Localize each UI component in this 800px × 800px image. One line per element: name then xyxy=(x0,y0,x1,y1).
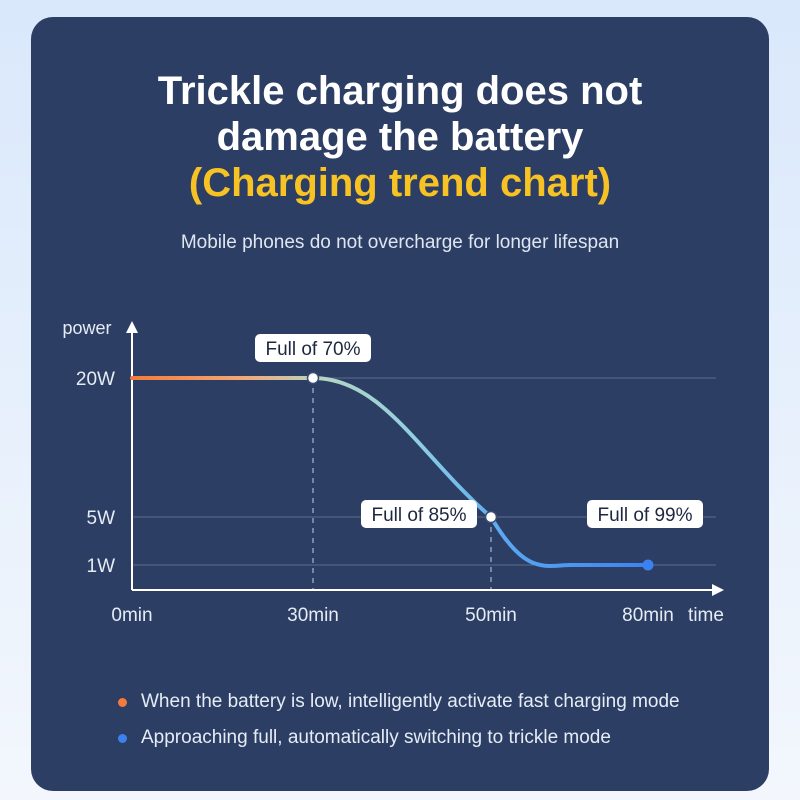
legend-text-fast: When the battery is low, intelligently a… xyxy=(141,691,680,712)
series-line xyxy=(130,376,650,568)
y-tick-label: 1W xyxy=(87,556,116,577)
data-point xyxy=(306,371,320,385)
legend-item-fast: When the battery is low, intelligently a… xyxy=(118,684,680,720)
legend-dot-blue-icon xyxy=(118,733,127,743)
annotation-text: Full of 85% xyxy=(371,505,466,526)
title-line-1: Trickle charging does not xyxy=(157,69,643,113)
y-axis-label: power xyxy=(62,318,111,338)
y-tick-label: 20W xyxy=(76,369,115,390)
y-axis-arrow-icon xyxy=(126,321,138,333)
annotation-box xyxy=(255,334,371,362)
annotation-label: Full of 70% xyxy=(255,334,371,362)
y-tick-label: 5W xyxy=(87,508,116,529)
data-point xyxy=(484,510,498,524)
title-line-3: (Charging trend chart) xyxy=(188,161,612,205)
annotation-box xyxy=(361,500,477,528)
legend: When the battery is low, intelligently a… xyxy=(118,684,680,756)
x-tick-label: 30min xyxy=(287,605,339,626)
subtitle: Mobile phones do not overcharge for long… xyxy=(180,232,620,253)
legend-text-trickle: Approaching full, automatically switchin… xyxy=(141,727,611,748)
title-line-2: damage the battery xyxy=(216,115,584,159)
data-point xyxy=(642,559,654,571)
legend-dot-orange-icon xyxy=(118,697,127,707)
annotation-box xyxy=(587,500,703,528)
annotation-label: Full of 85% xyxy=(361,500,477,528)
info-card xyxy=(31,17,769,791)
x-axis-label: time xyxy=(688,605,724,626)
x-tick-label: 0min xyxy=(111,605,152,626)
x-tick-label: 80min xyxy=(622,605,674,626)
annotation-text: Full of 99% xyxy=(597,505,692,526)
annotation-label: Full of 99% xyxy=(587,500,703,528)
legend-item-trickle: Approaching full, automatically switchin… xyxy=(118,720,680,756)
x-axis-arrow-icon xyxy=(712,584,724,596)
annotation-text: Full of 70% xyxy=(265,339,360,360)
page-title: Trickle charging does not damage the bat… xyxy=(0,68,800,206)
x-tick-label: 50min xyxy=(465,605,517,626)
